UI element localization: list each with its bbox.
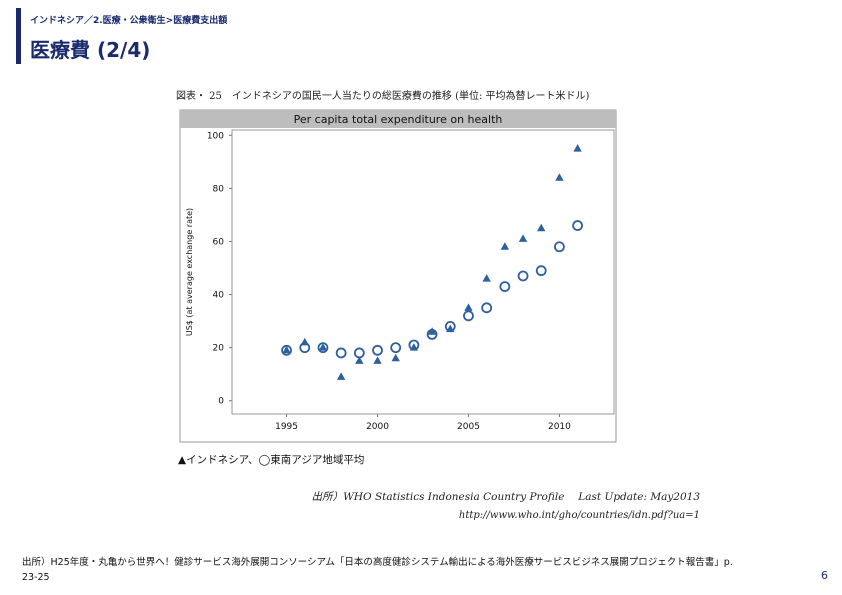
sea-average-point [499,281,511,292]
indonesia-point [427,327,437,335]
scatter-chart: Per capita total expenditure on health 0 2… [179,109,617,443]
indonesia-point [482,274,491,282]
indonesia-point [537,223,546,232]
indonesia-point [355,356,364,364]
indonesia-point [555,173,564,181]
indonesia-point [336,372,346,380]
sea-average-point [372,344,383,356]
sea-average-point [535,265,547,277]
y-tick-label: 0 [218,397,224,407]
x-tick-label: 1995 [275,422,298,432]
figure-caption: 図表・ 25 インドネシアの国民一人当たりの総医療費の推移 (単位: 平均為替レ… [176,91,590,102]
sea-average-point [481,302,493,314]
sea-average-point [317,342,329,354]
y-tick-label: 60 [213,237,225,247]
sea-average-point [517,270,529,282]
figure-source-url: http://www.who.int/gho/countries/idn.pdf… [458,510,700,521]
indonesia-point [573,144,582,152]
indonesia-point [518,234,528,242]
y-axis-label: US$ (at average exchange rate) [185,208,194,336]
indonesia-point [282,345,291,354]
header-accent-bar [16,8,21,64]
sea-average-point [463,310,474,322]
x-tick-label: 2000 [366,422,389,432]
indonesia-point [500,242,510,250]
y-tick-label: 40 [213,291,225,301]
sea-average-point [335,347,347,359]
legend-note: ▲インドネシア、◯東南アジア地域平均 [178,454,365,466]
chart-title-band [180,110,616,128]
sea-average-point [444,321,456,332]
figure-source: 出所）WHO Statistics Indonesia Country Prof… [311,491,700,503]
y-tick-label: 100 [207,131,224,141]
indonesia-point [318,343,328,351]
x-tick-label: 2010 [548,422,571,432]
sea-average-point [353,347,365,359]
page-title: 医療費 (2/4) [30,38,151,62]
sea-average-point [572,220,584,231]
sea-average-point [408,339,420,351]
sea-average-point [426,328,438,340]
chart-title: Per capita total expenditure on health [294,113,503,126]
chart-frame [179,109,617,443]
page-number: 6 [821,569,828,582]
indonesia-point [464,303,473,311]
footer-source: 出所）H25年度・丸亀から世界へ！健診サービス海外展開コンソーシアム「日本の高度… [22,557,733,583]
y-tick-label: 20 [213,344,225,354]
indonesia-point [391,353,400,362]
plot-area [231,129,615,415]
breadcrumb: インドネシア／2.医療・公衆衛生>医療費支出額 [30,16,228,26]
sea-average-point [390,342,402,354]
sea-average-point [554,241,565,253]
sea-average-point [299,342,311,354]
indonesia-point [373,356,382,364]
y-tick-label: 80 [213,184,225,194]
sea-average-point [281,344,292,356]
x-tick-label: 2005 [457,422,480,432]
